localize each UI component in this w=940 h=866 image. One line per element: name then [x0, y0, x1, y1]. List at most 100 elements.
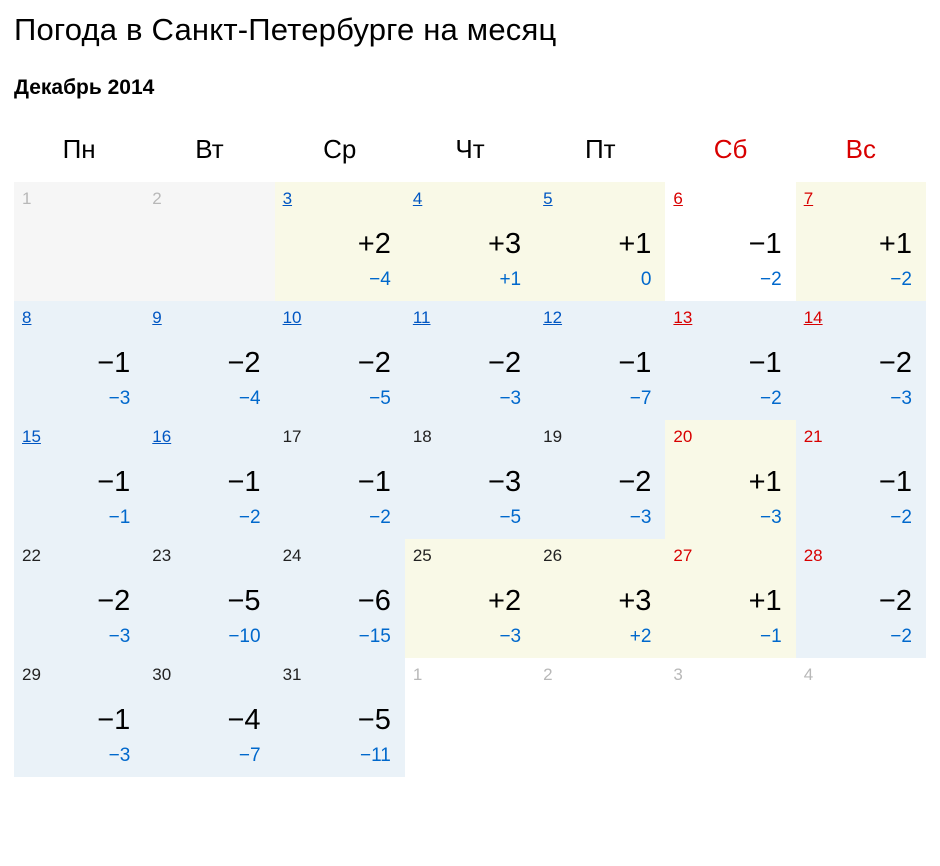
calendar-cell: 1	[14, 182, 144, 301]
calendar-cell: 25 +2 −3	[405, 539, 535, 658]
temp-low: −15	[359, 626, 391, 648]
temp-high: −1	[749, 347, 782, 380]
temp-low: −2	[760, 269, 782, 291]
day-number: 2	[543, 665, 552, 685]
calendar-week: 8−1−39−2−410−2−511−2−312−1−713−1−214−2−3	[14, 301, 926, 420]
temp-low: −4	[239, 388, 261, 410]
calendar-cell[interactable]: 15 −1 −1	[14, 420, 144, 539]
day-number[interactable]: 8	[22, 308, 31, 328]
calendar-cell[interactable]: 6−1−2	[665, 182, 795, 301]
day-number[interactable]: 5	[543, 189, 552, 209]
temp-low: −7	[630, 388, 652, 410]
temp-high: −2	[488, 347, 521, 380]
temp-high: +1	[749, 585, 782, 618]
temp-high: −5	[227, 585, 260, 618]
day-number: 26	[543, 546, 562, 566]
calendar-cell: 2	[144, 182, 274, 301]
calendar-cell[interactable]: 13 −1 −2	[665, 301, 795, 420]
day-number[interactable]: 12	[543, 308, 562, 328]
temp-low: −3	[109, 745, 131, 767]
calendar-cell[interactable]: 5+10	[535, 182, 665, 301]
calendar-week: 123+2−44+3+15+106−1−27+1−2	[14, 182, 926, 301]
day-number[interactable]: 9	[152, 308, 161, 328]
temp-low: −4	[369, 269, 391, 291]
temp-high: −2	[879, 585, 912, 618]
day-number: 1	[22, 189, 31, 209]
calendar-cell[interactable]: 10 −2 −5	[275, 301, 405, 420]
calendar-cell[interactable]: 3+2−4	[275, 182, 405, 301]
temp-high: −1	[97, 347, 130, 380]
calendar-cell: 17 −1 −2	[275, 420, 405, 539]
day-number[interactable]: 14	[804, 308, 823, 328]
temp-low: −1	[109, 507, 131, 529]
temp-high: +1	[879, 228, 912, 261]
calendar-cell: 23−5−10	[144, 539, 274, 658]
day-number[interactable]: 10	[283, 308, 302, 328]
temp-high: −1	[97, 466, 130, 499]
day-number: 31	[283, 665, 302, 685]
calendar-cell: 29 −1 −3	[14, 658, 144, 777]
temp-low: −2	[369, 507, 391, 529]
day-number: 25	[413, 546, 432, 566]
temp-low: −3	[630, 507, 652, 529]
temp-low: +2	[630, 626, 652, 648]
temp-high: −1	[879, 466, 912, 499]
day-number: 29	[22, 665, 41, 685]
temp-low: −10	[228, 626, 260, 648]
calendar-cell[interactable]: 11 −2 −3	[405, 301, 535, 420]
calendar-cell: 30−4−7	[144, 658, 274, 777]
dow-header: Чт	[405, 128, 535, 182]
day-number[interactable]: 6	[673, 189, 682, 209]
calendar-cell: 26 +3 +2	[535, 539, 665, 658]
calendar-cell: 27+1−1	[665, 539, 795, 658]
calendar-cell[interactable]: 16−1−2	[144, 420, 274, 539]
temp-high: −4	[227, 704, 260, 737]
day-number[interactable]: 16	[152, 427, 171, 447]
day-number: 3	[673, 665, 682, 685]
temp-low: −3	[499, 626, 521, 648]
temp-high: −1	[358, 466, 391, 499]
temp-high: +1	[618, 228, 651, 261]
calendar-cell[interactable]: 7+1−2	[796, 182, 926, 301]
day-number: 2	[152, 189, 161, 209]
temp-low: −7	[239, 745, 261, 767]
temp-high: +1	[749, 466, 782, 499]
temp-high: −2	[227, 347, 260, 380]
day-number[interactable]: 3	[283, 189, 292, 209]
calendar-cell[interactable]: 4 +3 +1	[405, 182, 535, 301]
day-number: 19	[543, 427, 562, 447]
temp-high: +3	[488, 228, 521, 261]
calendar-cell[interactable]: 12 −1 −7	[535, 301, 665, 420]
day-number: 21	[804, 427, 823, 447]
temp-high: +2	[488, 585, 521, 618]
calendar-cell[interactable]: 8−1−3	[14, 301, 144, 420]
day-number: 28	[804, 546, 823, 566]
temp-low: −3	[499, 388, 521, 410]
day-number: 24	[283, 546, 302, 566]
dow-row: ПнВтСрЧтПтСбВс	[14, 128, 926, 182]
calendar-week: 15−1−116−1−217−1−218−3−519−2−320+1−321−1…	[14, 420, 926, 539]
temp-low: +1	[499, 269, 521, 291]
day-number[interactable]: 11	[413, 308, 431, 328]
temp-high: +3	[618, 585, 651, 618]
day-number[interactable]: 7	[804, 189, 813, 209]
calendar-cell[interactable]: 9 −2 −4	[144, 301, 274, 420]
temp-high: −1	[618, 347, 651, 380]
calendar-cell[interactable]: 14−2−3	[796, 301, 926, 420]
temp-low: −2	[239, 507, 261, 529]
temp-low: −2	[760, 388, 782, 410]
temp-low: −3	[109, 626, 131, 648]
day-number[interactable]: 4	[413, 189, 422, 209]
temp-high: −1	[97, 704, 130, 737]
page-title: Погода в Санкт-Петербурге на месяц	[14, 12, 926, 48]
temp-high: −2	[358, 347, 391, 380]
calendar-week: 22−2−323−5−1024−6−1525+2−326+3+227+1−128…	[14, 539, 926, 658]
calendar-cell: 18−3−5	[405, 420, 535, 539]
day-number: 17	[283, 427, 302, 447]
day-number[interactable]: 15	[22, 427, 41, 447]
calendar-cell: 4	[796, 658, 926, 777]
temp-low: −5	[369, 388, 391, 410]
day-number[interactable]: 13	[673, 308, 692, 328]
temp-low: −2	[890, 626, 912, 648]
calendar-cell: 3	[665, 658, 795, 777]
